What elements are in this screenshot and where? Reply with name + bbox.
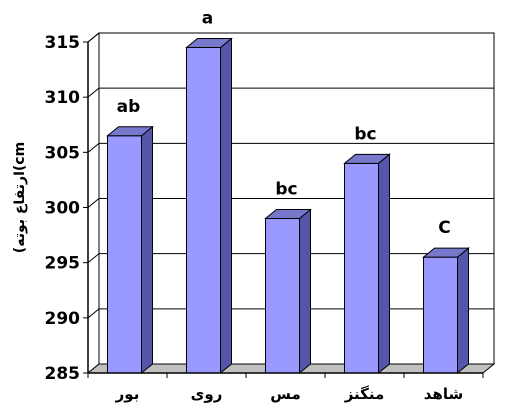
category-label: بور [115,385,140,403]
gridline [87,87,494,98]
bar-1 [106,125,154,375]
y-tick-label: 285 [45,364,81,384]
bar-top [264,209,312,220]
bar-front [186,47,221,374]
category-label: روی [191,385,223,403]
y-tick-label: 310 [45,88,81,108]
data-labels: ab a bc bc C [117,9,451,239]
gridline [87,32,494,43]
y-axis-title: (ارتفاع بوته(cm [12,142,28,253]
bar-side [457,247,469,375]
bar-top [106,126,154,137]
y-tick-label: 315 [45,33,81,53]
category-label: منگنز [344,385,385,403]
category-labels: بور روی مس منگنز شاهد [115,385,464,403]
bar-2 [185,37,233,375]
bar-top [422,247,470,258]
gridline [87,142,494,153]
bar-side [141,125,153,375]
y-tick-label: 290 [45,309,81,329]
bar-top [185,38,233,49]
y-tick-label: 300 [45,199,81,219]
bar-front [107,135,142,374]
category-label: شاهد [424,385,463,403]
axes [83,41,484,378]
y-tick-label: 295 [45,254,81,274]
bar-side [378,153,390,375]
category-label: مس [270,385,301,403]
data-label: bc [354,124,376,144]
data-label: a [202,9,213,29]
bar-side [299,208,311,375]
y-tick-label: 305 [45,143,81,163]
bar-5 [422,247,470,375]
bars [106,37,470,375]
data-label: ab [117,97,141,117]
bar-side [220,37,232,375]
data-label: bc [275,180,297,200]
bar-front [344,162,379,374]
bar-front [265,218,300,374]
bar-top [343,153,391,164]
data-label: C [438,218,450,238]
bar-3 [264,208,312,375]
y-tick-labels: 285 290 295 300 305 310 315 [45,33,81,384]
bar-front [423,256,458,374]
bar-4 [343,153,391,375]
